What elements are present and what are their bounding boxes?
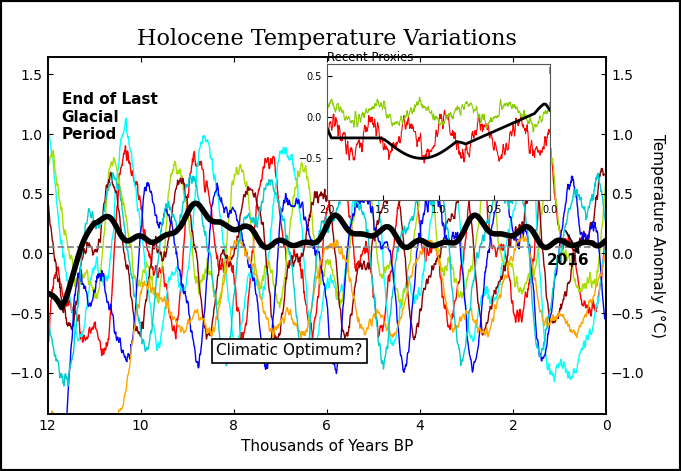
Title: Holocene Temperature Variations: Holocene Temperature Variations [137,28,517,50]
Text: 2016: 2016 [547,253,589,268]
Text: Climatic Optimum?: Climatic Optimum? [217,343,363,358]
Y-axis label: Temperature Anomaly (°C): Temperature Anomaly (°C) [650,133,665,338]
Text: End of Last
Glacial
Period: End of Last Glacial Period [62,92,157,142]
X-axis label: Thousands of Years BP: Thousands of Years BP [240,439,413,454]
